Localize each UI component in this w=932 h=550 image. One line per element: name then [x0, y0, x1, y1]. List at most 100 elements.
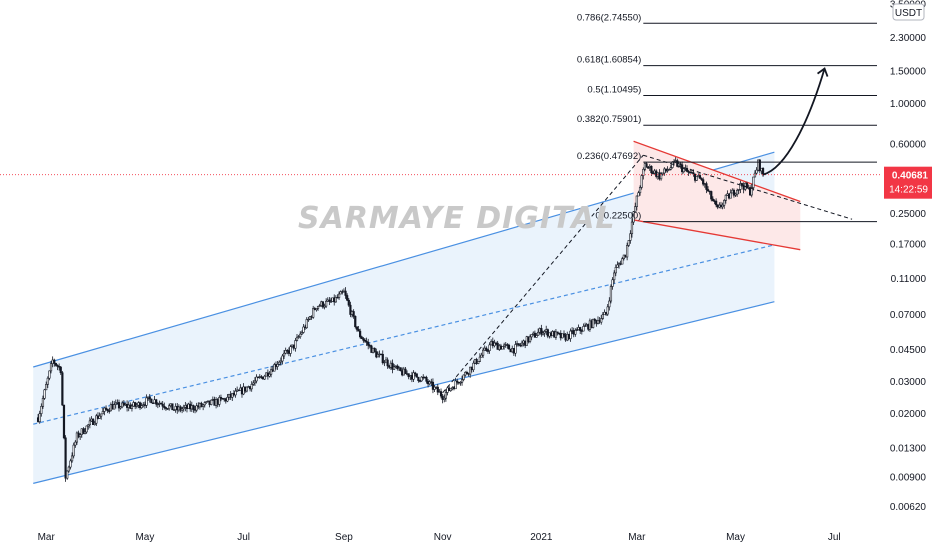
candle: [425, 375, 428, 384]
candle-body: [561, 333, 564, 339]
candle: [163, 402, 166, 410]
candle-body: [601, 314, 604, 319]
candle: [745, 181, 748, 189]
candle: [444, 388, 447, 402]
candle-body: [519, 344, 522, 347]
time-tick-label: 2021: [530, 532, 553, 543]
candle: [56, 364, 59, 371]
candle: [698, 172, 702, 179]
candle: [486, 349, 490, 354]
candle: [391, 359, 394, 374]
candle-body: [289, 346, 292, 354]
candle: [316, 305, 320, 311]
candle: [530, 334, 533, 341]
candle-body: [87, 424, 90, 427]
candle-body: [245, 386, 248, 392]
candle-body: [362, 338, 365, 341]
candle-body: [507, 344, 511, 350]
measured-move-line: [442, 154, 644, 394]
candle: [493, 339, 496, 348]
candle-body: [710, 191, 713, 200]
candle: [234, 388, 237, 398]
candle: [758, 159, 761, 174]
candle-body: [163, 405, 166, 408]
candle: [592, 318, 595, 329]
price-tick-label: 2.30000: [890, 33, 927, 44]
candle: [41, 395, 45, 409]
candle-body: [182, 406, 185, 410]
candle: [412, 370, 415, 382]
current-price-tag: 0.40681 14:22:59: [884, 166, 932, 199]
candle: [554, 329, 558, 340]
candle: [661, 172, 664, 176]
fibonacci-levels: 0(0.22500) 0.236(0.47692) 0.382(0.75901) 0.…: [577, 12, 877, 223]
candle-body: [344, 290, 347, 296]
candle: [150, 398, 153, 404]
candle-body: [83, 431, 87, 434]
candle-body: [668, 168, 671, 171]
candle: [431, 378, 435, 394]
candle: [668, 168, 671, 171]
candle-body: [415, 373, 418, 378]
candle: [302, 323, 305, 334]
candle: [82, 427, 85, 435]
candle: [734, 192, 737, 197]
candle-body: [695, 176, 698, 181]
candle-body: [666, 169, 669, 172]
candle: [752, 176, 755, 191]
candle-body: [540, 328, 543, 335]
candle-body: [337, 293, 341, 298]
candle-body: [192, 405, 195, 410]
candle-body: [268, 373, 271, 377]
candle-body: [352, 311, 355, 317]
candle-body: [621, 258, 624, 265]
candle-body: [297, 336, 300, 338]
candle: [164, 406, 168, 411]
candle: [278, 360, 281, 366]
candle-body: [761, 168, 765, 176]
candle: [250, 381, 253, 392]
candle-body: [155, 399, 158, 405]
candle-body: [679, 163, 682, 166]
candle: [38, 410, 41, 424]
candle-body: [284, 350, 287, 354]
candle-body: [294, 340, 297, 349]
candle: [135, 402, 138, 409]
candle: [469, 366, 472, 378]
candle: [478, 353, 481, 363]
candle: [711, 196, 714, 202]
candle-body: [66, 470, 69, 479]
candle-body: [357, 329, 360, 332]
candle-body: [67, 466, 70, 472]
candle-body: [465, 372, 469, 374]
candle-body: [40, 406, 43, 414]
candle-body: [737, 189, 740, 191]
candle: [281, 354, 284, 365]
candle-body: [365, 340, 368, 343]
candle-body: [562, 333, 566, 336]
candle-body: [231, 393, 234, 398]
candle: [715, 198, 718, 208]
candle-body: [250, 384, 253, 390]
candle-body: [75, 432, 79, 443]
candle: [87, 424, 90, 430]
candle-body: [218, 397, 221, 405]
candle-body: [583, 325, 587, 327]
candle: [609, 284, 613, 304]
candle-body: [363, 339, 367, 342]
candle: [634, 202, 637, 213]
candle: [614, 264, 617, 277]
candle: [108, 407, 111, 414]
candle-body: [360, 336, 363, 340]
candle-body: [493, 342, 496, 347]
candle: [645, 162, 648, 168]
price-tick-label: 1.50000: [890, 67, 927, 78]
candle: [616, 261, 619, 268]
candle: [606, 304, 609, 317]
candle-body: [234, 390, 237, 396]
candle: [134, 401, 137, 410]
candle: [315, 308, 318, 312]
candle: [650, 165, 653, 176]
price-tick-label: 0.60000: [890, 139, 927, 150]
